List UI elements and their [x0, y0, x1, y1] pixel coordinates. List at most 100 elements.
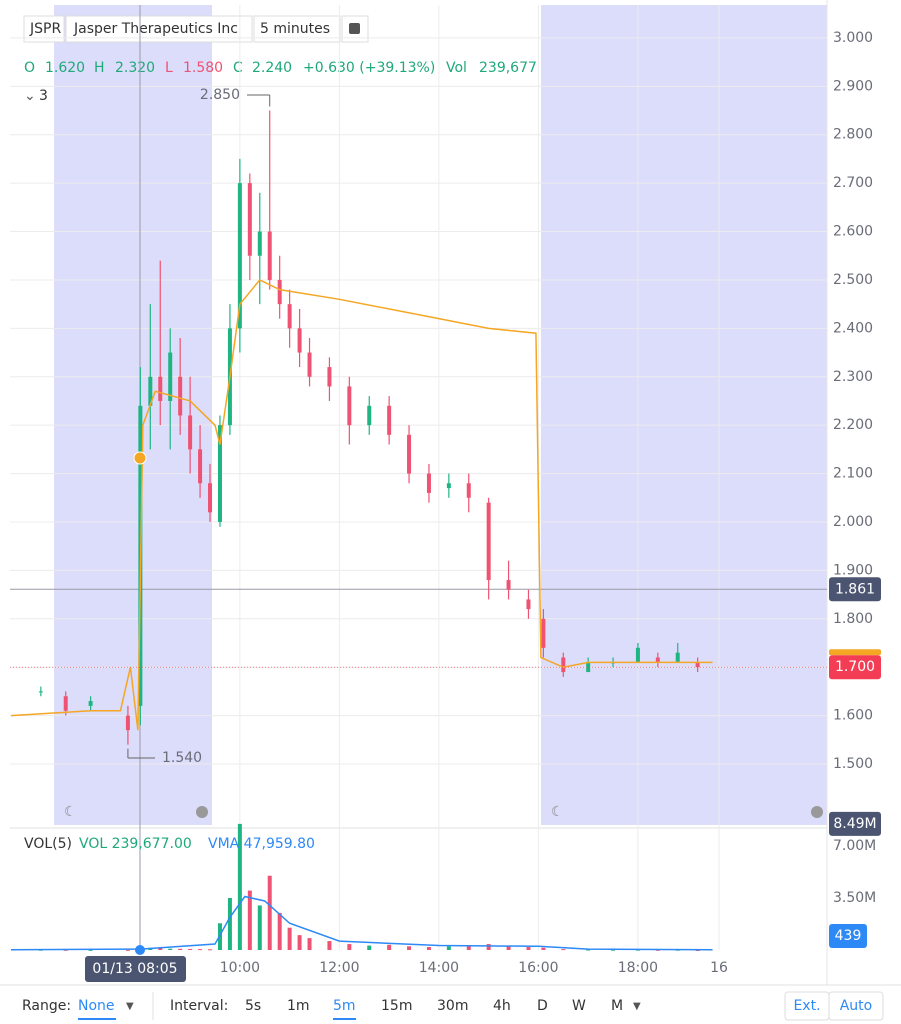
dropdown-arrow[interactable]: ▼ — [126, 1001, 134, 1012]
volume-bar — [611, 949, 616, 951]
candle-body — [178, 376, 183, 416]
volume-bar — [208, 949, 213, 951]
last-volume: 439 — [835, 928, 862, 944]
candle-body — [38, 691, 43, 693]
candle-body — [188, 415, 193, 450]
dropdown-arrow[interactable]: ▼ — [633, 1001, 641, 1012]
legend-value: 2.240 — [252, 60, 292, 76]
interval-option[interactable]: 4h — [493, 998, 511, 1014]
interval-option[interactable]: 30m — [437, 998, 468, 1014]
volume-bar — [486, 944, 491, 950]
sun-icon — [196, 806, 208, 818]
candle-body — [297, 328, 302, 353]
volume-bar — [347, 944, 352, 950]
interval-option[interactable]: 5s — [245, 998, 261, 1014]
candle-body — [526, 599, 531, 610]
volume-bar — [307, 938, 312, 950]
volume-bar — [446, 946, 451, 950]
last-price-bg — [829, 655, 881, 680]
crosshair-price: 1.861 — [835, 581, 875, 597]
y-tick-label: 2.900 — [833, 78, 873, 94]
candle-body — [486, 502, 491, 581]
ext-label: Ext. — [793, 998, 820, 1014]
volume-bar — [367, 945, 372, 950]
interval-option[interactable]: M — [611, 998, 623, 1014]
candle-body — [327, 367, 332, 387]
x-tick-label: 16 — [710, 960, 728, 976]
interval-option[interactable]: 1m — [287, 998, 310, 1014]
volume-bar — [297, 935, 302, 950]
legend-value: 239,677 — [479, 60, 537, 76]
legend-value: 2.320 — [115, 60, 155, 76]
volume-bar — [178, 948, 183, 950]
volume-bar — [188, 948, 193, 950]
high-label: 2.850 — [200, 87, 240, 103]
x-tick-label: 16:00 — [518, 960, 558, 976]
range-value[interactable]: None — [78, 998, 115, 1014]
candle-body — [158, 376, 163, 401]
sun-icon — [811, 806, 823, 818]
volume-bar — [541, 947, 546, 950]
interval-option[interactable]: D — [537, 998, 548, 1014]
candle-body — [586, 662, 591, 673]
legend-label: H — [94, 60, 105, 76]
collapse-arrow[interactable]: ⌄ — [24, 88, 36, 104]
candle-body — [125, 715, 130, 731]
y-tick-label: 2.600 — [833, 224, 873, 240]
candle-body — [168, 352, 173, 401]
company-name: Jasper Therapeutics Inc — [73, 21, 238, 37]
vol-tick-label: 7.00M — [833, 838, 876, 854]
candle-body — [247, 183, 252, 256]
moon-icon: ☾ — [64, 804, 77, 820]
crosshair-price-bg — [829, 577, 881, 602]
volume-bar — [277, 912, 282, 950]
toolbar: Range: None ▼ Interval: ▼ Ext. Auto — [22, 991, 884, 1021]
candle-body — [88, 701, 93, 706]
candle-body — [257, 231, 262, 256]
y-tick-label: 3.000 — [833, 30, 873, 46]
interval-option[interactable]: W — [572, 998, 586, 1014]
candle-body — [267, 231, 272, 280]
crosshair-time-bg — [85, 956, 186, 982]
candle-body — [198, 449, 203, 484]
y-tick-label: 2.100 — [833, 466, 873, 482]
legend-value: 1.620 — [45, 60, 85, 76]
candle-body — [208, 483, 213, 513]
y-tick-label: 1.600 — [833, 708, 873, 724]
candle-body — [407, 434, 412, 474]
candle-body — [541, 618, 546, 648]
volume-bar — [426, 947, 431, 950]
auto-button[interactable] — [828, 991, 884, 1021]
candle-body — [367, 405, 372, 426]
symbol: JSPR — [29, 21, 61, 37]
x-tick-label: 10:00 — [220, 960, 260, 976]
candle-body — [217, 425, 222, 522]
x-tick-label: 14:00 — [419, 960, 459, 976]
candle-body — [387, 405, 392, 435]
candle-body — [506, 580, 511, 590]
afterhours-shade — [541, 5, 827, 825]
candle-body — [237, 183, 242, 329]
interval-option[interactable]: 5m — [333, 998, 356, 1014]
moon-icon: ☾ — [551, 804, 564, 820]
candle-body — [655, 657, 660, 663]
volume-bar — [466, 945, 471, 950]
volume-bar — [227, 898, 232, 950]
y-tick-label: 2.500 — [833, 272, 873, 288]
volume-bar — [287, 927, 292, 950]
volume-bar — [526, 947, 531, 950]
last-price-sliver — [829, 649, 881, 656]
candle-body — [287, 304, 292, 329]
volume-bar — [586, 949, 591, 951]
last-vol-bg — [829, 924, 867, 948]
vol-title: VOL(5) — [24, 836, 72, 852]
indicator-count: 3 — [39, 88, 48, 104]
crosshair-time: 01/13 08:05 — [92, 961, 177, 977]
legend-label: C — [233, 60, 243, 76]
y-tick-label: 1.900 — [833, 562, 873, 578]
interval-label: Interval: — [170, 998, 228, 1014]
volume-bar — [635, 949, 640, 951]
interval-option[interactable]: 15m — [381, 998, 412, 1014]
candle-body — [446, 483, 451, 489]
